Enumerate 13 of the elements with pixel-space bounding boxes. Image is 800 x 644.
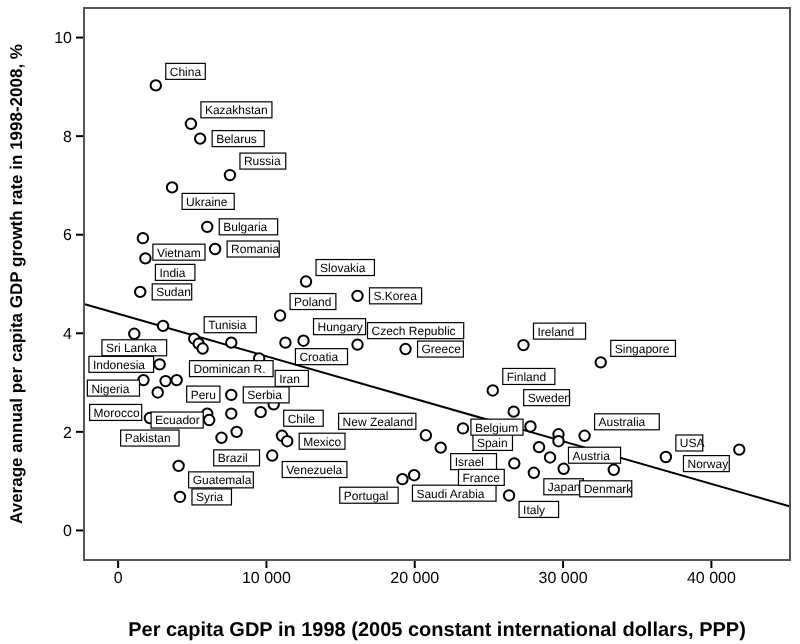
y-tick-label: 8: [63, 127, 74, 146]
x-tick-label: 0: [113, 569, 124, 588]
y-tick-label: 6: [63, 226, 74, 245]
x-tick-label: 20 000: [390, 569, 441, 588]
y-axis-title: Average annual per capita GDP growth rate in 1998-2008, %: [6, 43, 27, 524]
y-tick-label: 10: [54, 29, 74, 48]
y-tick-label: 4: [63, 324, 74, 343]
x-axis-title: Per capita GDP in 1998 (2005 constant international dollars, PPP): [128, 620, 746, 642]
x-tick-label: 30 000: [538, 569, 589, 588]
x-tick-label: 40 000: [686, 569, 737, 588]
x-tick-label: 10 000: [241, 569, 292, 588]
y-tick-label: 0: [63, 522, 74, 541]
y-tick-label: 2: [63, 423, 74, 442]
